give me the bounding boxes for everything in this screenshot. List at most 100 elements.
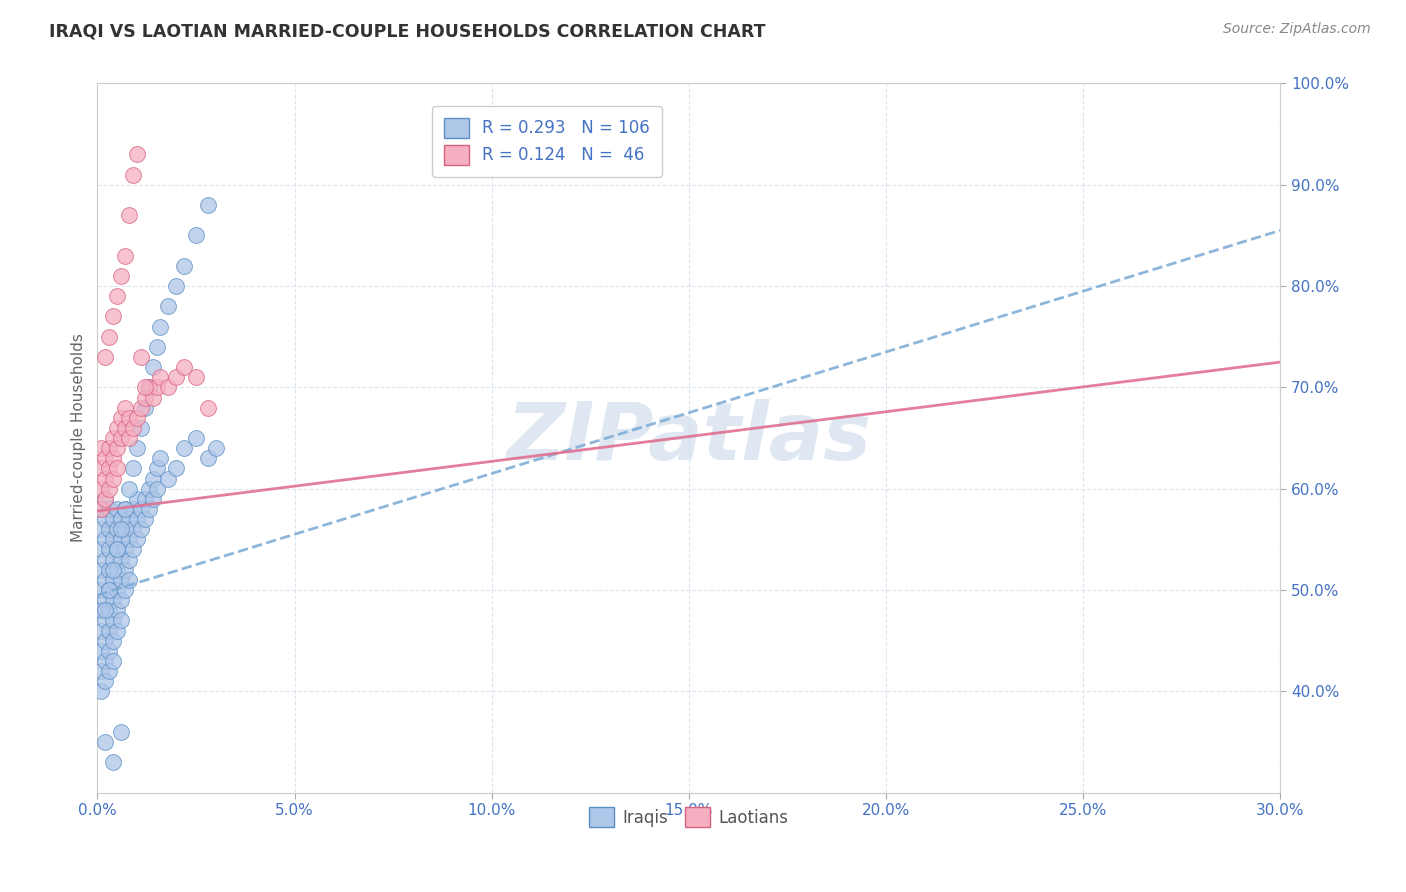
Point (90, 684, 112, 698)
Point (134, 391, 156, 405)
Point (129, 421, 152, 435)
Point (149, 319, 172, 334)
Point (98, 542, 121, 557)
Point (145, 482, 167, 496)
Point (165, 370, 187, 384)
Point (101, 512, 124, 526)
Point (90, 582, 112, 597)
Point (114, 421, 136, 435)
Point (94, 472, 117, 486)
Point (98, 522, 121, 536)
Point (105, 522, 128, 536)
Point (98, 582, 121, 597)
Point (165, 279, 187, 293)
Point (90, 603, 112, 617)
Point (94, 491, 117, 506)
Point (184, 431, 207, 445)
Point (90, 502, 112, 516)
Y-axis label: Married-couple Households: Married-couple Households (72, 334, 86, 542)
Point (125, 441, 148, 455)
Point (110, 533, 132, 547)
Point (118, 533, 141, 547)
Point (101, 654, 124, 668)
Point (110, 614, 132, 628)
Point (142, 391, 165, 405)
Point (101, 756, 124, 770)
Point (173, 360, 195, 375)
Point (145, 340, 167, 354)
Point (90, 624, 112, 638)
Point (101, 573, 124, 587)
Point (129, 350, 152, 364)
Point (101, 533, 124, 547)
Point (118, 512, 141, 526)
Point (94, 350, 117, 364)
Point (101, 563, 124, 577)
Point (110, 593, 132, 607)
Point (94, 552, 117, 566)
Point (129, 502, 152, 516)
Point (149, 451, 172, 466)
Point (98, 664, 121, 678)
Point (138, 482, 160, 496)
Point (101, 633, 124, 648)
Point (121, 461, 143, 475)
Point (101, 614, 124, 628)
Point (184, 370, 207, 384)
Point (101, 451, 124, 466)
Point (118, 552, 141, 566)
Point (105, 461, 128, 475)
Point (138, 380, 160, 394)
Point (121, 502, 143, 516)
Point (94, 512, 117, 526)
Point (118, 431, 141, 445)
Point (114, 542, 136, 557)
Point (94, 533, 117, 547)
Point (105, 542, 128, 557)
Point (101, 310, 124, 324)
Point (114, 502, 136, 516)
Point (110, 268, 132, 283)
Point (110, 573, 132, 587)
Point (90, 563, 112, 577)
Point (110, 512, 132, 526)
Point (197, 198, 219, 212)
Point (94, 603, 117, 617)
Point (110, 552, 132, 566)
Point (105, 542, 128, 557)
Point (134, 512, 156, 526)
Point (90, 482, 112, 496)
Point (134, 401, 156, 415)
Point (204, 441, 226, 455)
Point (121, 421, 143, 435)
Text: Source: ZipAtlas.com: Source: ZipAtlas.com (1223, 22, 1371, 37)
Point (118, 482, 141, 496)
Point (105, 441, 128, 455)
Point (157, 472, 180, 486)
Point (149, 370, 172, 384)
Point (110, 724, 132, 739)
Point (90, 542, 112, 557)
Point (90, 644, 112, 658)
Point (90, 502, 112, 516)
Point (98, 624, 121, 638)
Point (98, 461, 121, 475)
Point (105, 421, 128, 435)
Point (98, 482, 121, 496)
Point (125, 533, 148, 547)
Legend: Iraqis, Laotians: Iraqis, Laotians (582, 800, 794, 834)
Point (94, 735, 117, 749)
Point (98, 502, 121, 516)
Point (110, 431, 132, 445)
Point (90, 664, 112, 678)
Point (101, 472, 124, 486)
Point (125, 410, 148, 425)
Point (165, 461, 187, 475)
Text: IRAQI VS LAOTIAN MARRIED-COUPLE HOUSEHOLDS CORRELATION CHART: IRAQI VS LAOTIAN MARRIED-COUPLE HOUSEHOL… (49, 22, 766, 40)
Point (94, 491, 117, 506)
Point (118, 410, 141, 425)
Point (94, 674, 117, 689)
Point (94, 593, 117, 607)
Point (114, 401, 136, 415)
Point (98, 603, 121, 617)
